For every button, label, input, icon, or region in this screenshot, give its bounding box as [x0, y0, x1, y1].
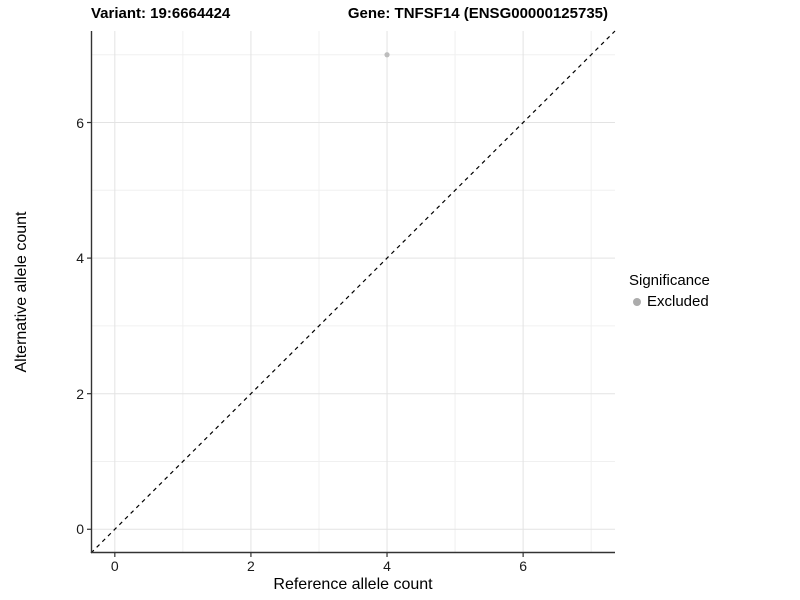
x-axis-title: Reference allele count — [273, 576, 433, 593]
legend-items: Excluded — [629, 293, 710, 310]
x-tick-label: 2 — [247, 558, 255, 574]
plot-canvas — [87, 30, 616, 557]
y-tick-label: 4 — [76, 250, 84, 267]
x-tick-label: 4 — [383, 558, 391, 574]
plot-panel — [87, 30, 616, 557]
legend-title: Significance — [629, 272, 710, 289]
y-tick-label: 6 — [76, 114, 84, 131]
y-tick-label: 2 — [76, 385, 84, 402]
data-point — [384, 52, 390, 58]
legend-item: Excluded — [629, 293, 710, 310]
legend-item-label: Excluded — [647, 293, 709, 310]
x-tick-label: 6 — [519, 558, 528, 574]
y-axis-title: Alternative allele count — [13, 211, 30, 373]
x-tick-label: 0 — [110, 558, 119, 574]
legend: Significance Excluded — [629, 272, 710, 310]
legend-point-icon — [633, 297, 641, 306]
legend-key — [629, 294, 645, 310]
y-tick-label: 0 — [76, 521, 84, 538]
gene-title: Gene: TNFSF14 (ENSG00000125735) — [347, 5, 608, 22]
variant-title: Variant: 19:6664424 — [91, 5, 231, 22]
identity-line — [90, 30, 616, 554]
